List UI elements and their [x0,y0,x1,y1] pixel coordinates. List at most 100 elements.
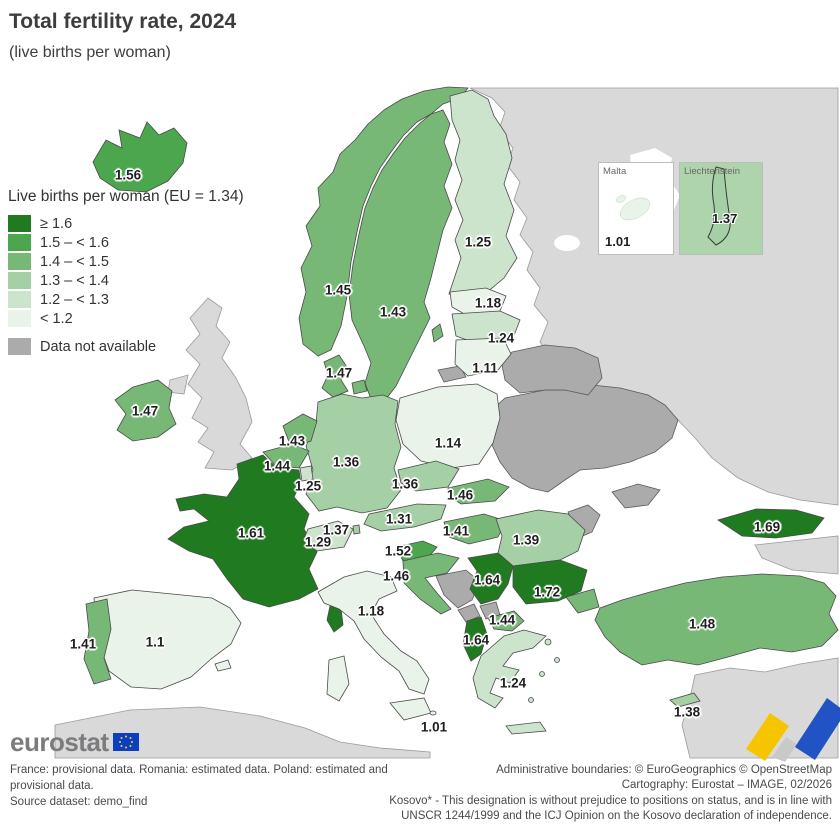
inset-malta-value: 1.01 [605,234,631,249]
image-logo-blue-arrow [795,698,840,760]
footnote-source-dataset: Source dataset: demo_find [10,796,148,809]
legend-class-row-2: 1.4 – < 1.5 [8,253,278,270]
legend-swatch [8,272,31,289]
map-value-label-spain: 1.1 [145,634,165,650]
malta-shape [615,195,651,221]
country-poland [395,383,501,469]
country-slovakia [447,478,510,505]
legend-swatch [8,234,31,251]
map-value-label-netherlands: 1.43 [278,433,306,449]
eu-flag-icon [112,733,139,751]
legend-class-label: 1.2 – < 1.3 [40,291,109,308]
map-value-label-lithuania: 1.11 [472,360,498,376]
eurostat-logo: eurostat [10,729,139,755]
country-liechtenstein [352,524,361,535]
legend-swatch [8,253,31,270]
map-value-label-italy: 1.18 [357,603,385,619]
footnotes-right: Administrative boundaries: © EuroGeograp… [352,763,832,824]
legend-class-row-0: ≥ 1.6 [8,215,278,232]
legend-class-row-1: 1.5 – < 1.6 [8,234,278,251]
country-montenegro [457,603,481,623]
country-croatia [402,552,460,615]
country-portugal [83,598,112,685]
country-switzerland [302,520,354,552]
island-crete [505,721,547,735]
country-georgia [717,508,825,539]
inset-malta: Malta 1.01 [598,162,674,255]
country-turkey-thrace [565,588,600,614]
inset-liechtenstein-value: 1.37 [712,211,738,226]
legend-no-data-swatch [8,338,31,355]
map-value-label-ireland: 1.47 [131,403,159,419]
country-north-africa [54,706,431,759]
country-greece [472,629,547,709]
country-serbia [467,552,514,605]
legend-classes: ≥ 1.6 1.5 – < 1.6 1.4 – < 1.5 1.3 – < 1.4 1.… [8,215,278,327]
country-malta [429,710,437,716]
country-lithuania [454,337,512,377]
country-united-kingdom [185,297,253,471]
map-value-label-switzerland: 1.29 [304,534,332,550]
country-czechia [397,460,460,492]
map-value-label-estonia: 1.18 [474,295,502,311]
map-value-label-germany: 1.36 [332,454,360,470]
legend-swatch [8,215,31,232]
legend-class-label: 1.5 – < 1.6 [40,234,109,251]
map-value-label-albania: 1.64 [462,632,490,648]
footnote-kosovo-1: Kosovo* - This designation is without pr… [389,794,832,807]
map-value-label-slovenia: 1.52 [384,543,412,559]
country-france [167,454,319,608]
legend-title: Live births per woman (EU = 1.34) [8,188,244,205]
legend-class-row-4: 1.2 – < 1.3 [8,291,278,308]
map-value-label-croatia: 1.46 [382,568,410,584]
image-logo-yellow-arrow [746,713,789,761]
country-luxembourg [299,465,314,482]
inset-liechtenstein-title: Liechtenstein [684,166,740,177]
country-albania [462,616,488,662]
country-crimea [611,483,661,509]
country-kaliningrad [437,365,467,383]
legend: Live births per woman (EU = 1.34) ≥ 1.6 1… [8,188,278,357]
island-aegean-3 [539,671,545,677]
country-ukraine [491,384,679,493]
island-sicily [389,697,432,721]
map-value-label-portugal: 1.41 [69,636,97,652]
country-armenia-azerbaijan [754,535,839,575]
island-aegean-1 [544,638,552,646]
inset-malta-title: Malta [603,166,627,177]
country-cyprus [669,692,701,708]
map-value-label-latvia: 1.24 [487,330,515,346]
map-value-label-denmark: 1.47 [325,365,353,381]
country-norway [298,86,469,357]
country-ireland [114,379,177,442]
lake-ladoga [554,235,580,251]
map-value-label-hungary: 1.41 [442,523,470,539]
country-north-macedonia [487,610,525,632]
legend-class-row-5: < 1.2 [8,310,278,327]
country-spain [93,589,242,690]
footnote-cartography: Cartography: Eurostat – IMAGE, 02/2026 [621,779,832,792]
map-value-label-austria: 1.31 [385,511,413,527]
country-germany [305,393,402,514]
map-value-label-serbia: 1.64 [473,572,501,588]
island-zealand [351,379,368,395]
map-value-label-romania: 1.39 [512,532,540,548]
map-value-label-france: 1.61 [237,525,265,541]
map-value-label-cyprus: 1.38 [673,704,701,720]
country-latvia [451,310,521,345]
country-bosnia-herzegovina [435,569,481,609]
country-italy [317,570,430,695]
map-value-label-czechia: 1.36 [391,476,419,492]
page-title: Total fertility rate, 2024 [9,10,237,33]
legend-no-data-row: Data not available [8,338,278,355]
footnote-admin-boundaries: Administrative boundaries: © EuroGeograp… [496,764,832,776]
country-turkey [594,573,839,666]
island-aegean-2 [554,657,560,663]
legend-class-label: < 1.2 [40,310,73,327]
page-subtitle: (live births per woman) [9,44,171,61]
map-value-label-liechtenstein: 1.37 [322,522,350,538]
map-value-label-sweden: 1.43 [379,304,407,320]
legend-no-data-label: Data not available [40,338,157,355]
